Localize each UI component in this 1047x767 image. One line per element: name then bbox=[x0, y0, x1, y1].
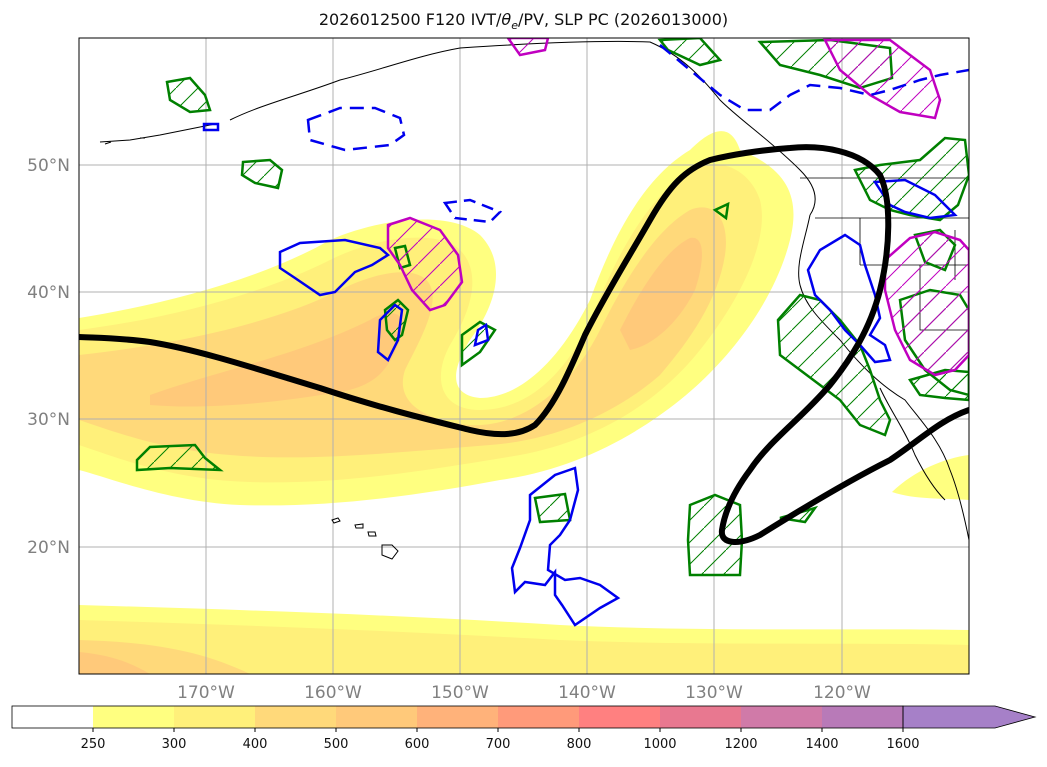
slp-line-main bbox=[79, 144, 969, 545]
colorbar-tick-label: 500 bbox=[324, 737, 349, 752]
coastlines bbox=[99, 40, 969, 560]
lon-label-150w: 150°W bbox=[431, 683, 489, 703]
hawaii-islands bbox=[331, 517, 399, 560]
alaska-coast bbox=[229, 40, 816, 216]
ivt-500-ridge bbox=[620, 237, 702, 350]
colorbar-tick-label: 1200 bbox=[724, 737, 757, 752]
green-contour-aleutian bbox=[165, 76, 212, 114]
lon-label-140w: 140°W bbox=[558, 683, 616, 703]
colorbar-frame bbox=[11, 705, 904, 729]
blue-dashed-1 bbox=[306, 106, 406, 152]
colorbar-tick-label: 1600 bbox=[886, 737, 919, 752]
blue-contour-mid bbox=[278, 238, 391, 297]
colorbar-tick-label: 1000 bbox=[643, 737, 676, 752]
colorbar-tick-label: 1400 bbox=[805, 737, 838, 752]
colorbar-tick-label: 250 bbox=[81, 737, 106, 752]
colorbar-tick-label: 600 bbox=[405, 737, 430, 752]
blue-dashed-2 bbox=[442, 198, 503, 224]
blue-contour-south bbox=[510, 466, 621, 627]
ivt-250-patch bbox=[892, 455, 969, 500]
title-theta-sub: e bbox=[511, 19, 518, 33]
ivt-500-south bbox=[79, 652, 150, 674]
colorbar-extend-arrow bbox=[902, 705, 1037, 729]
colorbar: 250 300 400 500 600 700 800 1000 1200 1400 1600 bbox=[11, 705, 1037, 752]
ivt-300-south bbox=[79, 620, 969, 674]
map-frame bbox=[78, 37, 970, 675]
blue-contour-small-1 bbox=[376, 303, 404, 362]
magenta-contours bbox=[386, 38, 969, 377]
blue-contour-aleutian bbox=[202, 122, 220, 132]
green-contour-north-pac bbox=[240, 158, 284, 190]
lat-label-50: 50°N bbox=[27, 156, 70, 176]
blue-contour-north-interior bbox=[872, 178, 958, 220]
magenta-contour-mid bbox=[386, 216, 464, 312]
colorbar-segment bbox=[174, 706, 256, 728]
green-contour-west bbox=[135, 443, 224, 472]
lat-label-20: 20°N bbox=[27, 538, 70, 558]
colorbar-segment bbox=[660, 706, 742, 728]
green-contour-east-3 bbox=[712, 201, 730, 221]
blue-dashed-3 bbox=[659, 44, 969, 112]
colorbar-segment bbox=[93, 706, 175, 728]
baja-california bbox=[879, 387, 946, 501]
colorbar-segment bbox=[822, 706, 904, 728]
colorbar-segment bbox=[741, 706, 823, 728]
title-theta: θ bbox=[501, 10, 512, 29]
blue-contours bbox=[202, 44, 969, 627]
ivt-shading bbox=[79, 131, 969, 674]
colorbar-segment bbox=[579, 706, 661, 728]
west-coast bbox=[798, 214, 969, 541]
title-suffix: /PV, SLP PC (2026013000) bbox=[517, 10, 729, 29]
lon-label-160w: 160°W bbox=[304, 683, 362, 703]
slp-contour bbox=[79, 144, 969, 545]
colorbar-tick-label: 800 bbox=[567, 737, 592, 752]
lon-label-120w: 120°W bbox=[813, 683, 871, 703]
green-contour-south-1 bbox=[533, 492, 572, 524]
aleutian-islands bbox=[99, 123, 216, 145]
title-prefix: 2026012500 F120 IVT/ bbox=[318, 10, 502, 29]
colorbar-segment bbox=[12, 706, 94, 728]
ivt-500-main bbox=[150, 312, 404, 407]
magenta-contour-interior bbox=[883, 230, 969, 377]
colorbar-segment bbox=[255, 706, 337, 728]
lon-label-130w: 130°W bbox=[685, 683, 743, 703]
green-contour-east-1 bbox=[686, 493, 744, 577]
colorbar-tick-label: 700 bbox=[486, 737, 511, 752]
colorbar-tick-label: 400 bbox=[243, 737, 268, 752]
colorbar-segment bbox=[336, 706, 418, 728]
colorbar-segment bbox=[498, 706, 580, 728]
colorbar-segment bbox=[417, 706, 499, 728]
colorbar-tick-label: 300 bbox=[162, 737, 187, 752]
magenta-contour-north-1 bbox=[506, 38, 550, 57]
blue-contour-california bbox=[806, 233, 892, 364]
graticule bbox=[79, 38, 969, 674]
magenta-contour-north-2 bbox=[822, 38, 942, 120]
lat-label-30: 30°N bbox=[27, 410, 70, 430]
lat-label-40: 40°N bbox=[27, 283, 70, 303]
lon-label-170w: 170°W bbox=[177, 683, 235, 703]
blue-contour-small-2 bbox=[473, 322, 490, 347]
chart-title: 2026012500 F120 IVT/θe/PV, SLP PC (20260… bbox=[0, 10, 1047, 32]
